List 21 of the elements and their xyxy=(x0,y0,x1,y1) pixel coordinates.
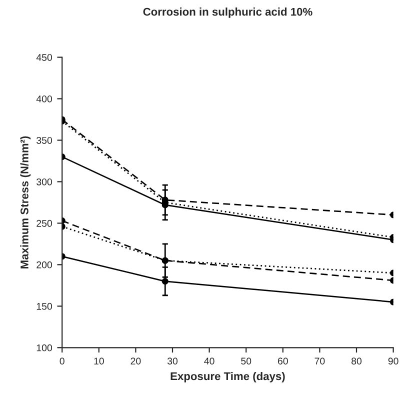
x-axis-title: Exposure Time (days) xyxy=(170,372,285,382)
x-tick-label: 90 xyxy=(388,358,398,365)
x-tick-label: 40 xyxy=(204,358,214,365)
x-tick-label: 30 xyxy=(167,358,178,365)
y-tick-label: 250 xyxy=(36,220,52,227)
x-tick-label: 60 xyxy=(278,358,288,365)
y-tick-label: 100 xyxy=(36,344,52,352)
y-tick-label: 350 xyxy=(36,136,52,144)
y-tick-label: 300 xyxy=(36,178,52,186)
y-tick-label: 150 xyxy=(36,302,52,310)
x-tick-label: 20 xyxy=(130,358,141,365)
y-tick-label: 450 xyxy=(36,54,52,61)
x-tick-label: 50 xyxy=(241,358,252,365)
chart-title: Corrosion in sulphuric acid 10% xyxy=(143,8,312,18)
x-tick-label: 10 xyxy=(94,358,104,365)
x-tick-label: 70 xyxy=(314,358,325,365)
y-tick-label: 200 xyxy=(36,261,52,268)
y-axis-title: Maximum Stress (N/mm²) xyxy=(20,136,31,268)
x-tick-label: 0 xyxy=(60,358,64,365)
x-tick-label: 80 xyxy=(352,358,362,365)
y-tick-label: 400 xyxy=(36,95,52,102)
